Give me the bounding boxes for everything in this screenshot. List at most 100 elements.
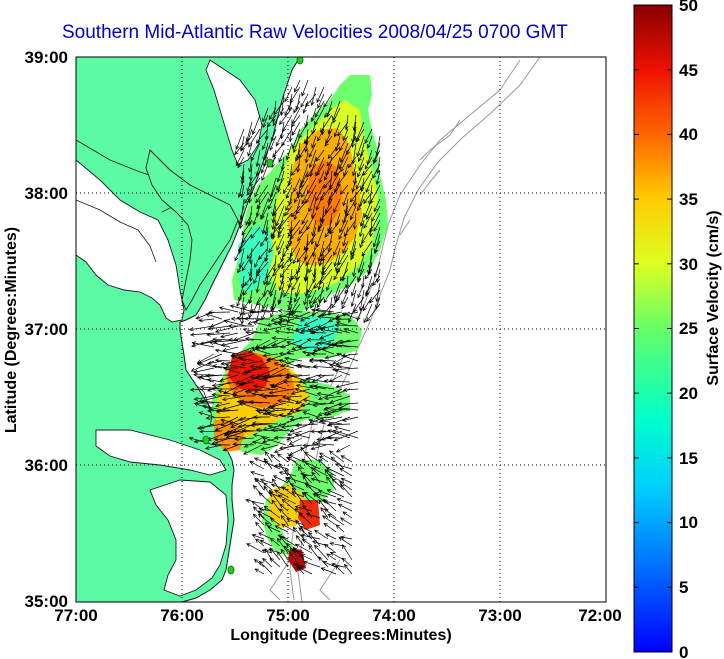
velocity-arrow xyxy=(319,268,333,285)
velocity-arrow xyxy=(317,93,325,109)
velocity-arrow xyxy=(277,308,303,313)
velocity-arrow xyxy=(341,312,359,320)
velocity-arrow xyxy=(284,356,303,362)
velocity-arrow xyxy=(335,360,351,366)
velocity-arrow xyxy=(214,348,239,355)
velocity-arrow xyxy=(270,303,277,319)
velocity-arrow xyxy=(254,568,265,575)
velocity-arrow xyxy=(268,489,281,505)
velocity-arrow xyxy=(262,268,269,286)
velocity-arrow xyxy=(286,518,305,526)
velocity-arrow xyxy=(270,343,287,348)
velocity-arrow xyxy=(301,79,309,97)
velocity-arrow xyxy=(261,163,269,182)
x-axis-label: Longitude (Degrees:Minutes) xyxy=(230,627,451,644)
velocity-arrow xyxy=(320,507,329,519)
map-plot-area xyxy=(75,56,607,603)
velocity-arrow xyxy=(278,314,303,320)
velocity-arrow xyxy=(302,538,313,547)
velocity-arrow xyxy=(242,367,263,375)
velocity-arrow xyxy=(262,557,273,568)
velocity-arrow xyxy=(326,435,343,440)
colorbar-tick-label: 35 xyxy=(679,190,698,209)
velocity-arrow xyxy=(358,156,365,172)
velocity-arrow xyxy=(252,296,261,315)
velocity-arrow xyxy=(323,93,333,108)
velocity-arrow xyxy=(325,275,333,292)
velocity-arrow xyxy=(251,114,261,136)
velocity-arrow xyxy=(365,282,373,296)
colorbar-label: Surface Velocity (cm/s) xyxy=(705,210,722,385)
velocity-arrow xyxy=(310,351,327,356)
velocity-arrow xyxy=(332,107,341,124)
velocity-arrow xyxy=(333,240,341,257)
velocity-arrow xyxy=(204,444,223,450)
velocity-arrow xyxy=(223,432,247,439)
velocity-arrow xyxy=(278,212,293,231)
velocity-arrow xyxy=(278,359,303,369)
velocity-arrow xyxy=(238,381,255,387)
velocity-arrow xyxy=(215,402,231,408)
velocity-arrow xyxy=(357,198,365,212)
velocity-arrow xyxy=(325,156,333,177)
velocity-arrow xyxy=(251,440,271,446)
velocity-arrow xyxy=(286,409,303,416)
velocity-arrow xyxy=(339,517,353,526)
velocity-arrow xyxy=(254,477,265,491)
velocity-arrow xyxy=(329,551,345,561)
velocity-arrow xyxy=(374,240,381,254)
velocity-arrow xyxy=(297,466,305,477)
velocity-arrow xyxy=(290,388,311,396)
velocity-arrow xyxy=(303,289,309,306)
velocity-arrow xyxy=(252,506,265,519)
velocity-arrow xyxy=(277,551,289,568)
velocity-arrow xyxy=(324,135,333,147)
velocity-arrow xyxy=(223,319,247,327)
velocity-arrow xyxy=(269,383,287,390)
velocity-arrow xyxy=(363,212,373,229)
velocity-arrow xyxy=(271,212,277,231)
velocity-arrow xyxy=(208,340,231,348)
velocity-arrow xyxy=(318,359,343,369)
velocity-arrow xyxy=(270,428,295,433)
velocity-arrow xyxy=(222,346,239,352)
velocity-arrow xyxy=(306,212,317,231)
velocity-arrow xyxy=(191,341,215,348)
velocity-arrow xyxy=(306,163,317,178)
velocity-arrow xyxy=(271,478,281,491)
velocity-arrow xyxy=(260,233,269,247)
velocity-arrow xyxy=(314,100,325,118)
colorbar-tick-label: 45 xyxy=(679,61,698,80)
velocity-arrow xyxy=(335,565,345,575)
velocity-arrow xyxy=(308,149,317,169)
velocity-arrow xyxy=(355,170,365,190)
velocity-arrow xyxy=(237,282,245,302)
velocity-arrow xyxy=(347,156,357,169)
velocity-arrow xyxy=(246,543,265,554)
velocity-arrow xyxy=(303,474,313,484)
velocity-arrow xyxy=(288,121,293,143)
velocity-arrow xyxy=(323,395,343,401)
velocity-arrow xyxy=(340,156,349,173)
velocity-arrow xyxy=(323,177,333,189)
velocity-arrow xyxy=(294,433,311,439)
velocity-arrow xyxy=(320,567,337,575)
velocity-arrow xyxy=(227,323,254,329)
velocity-arrow xyxy=(221,395,247,402)
velocity-arrow xyxy=(218,306,239,313)
velocity-arrow xyxy=(298,121,309,139)
velocity-arrow xyxy=(237,423,263,429)
velocity-arrow xyxy=(215,409,239,414)
velocity-arrow xyxy=(232,393,255,398)
velocity-arrow xyxy=(339,142,349,164)
velocity-arrow xyxy=(324,533,337,540)
velocity-arrow xyxy=(230,354,247,362)
plot-frame xyxy=(75,56,607,603)
velocity-arrow xyxy=(316,296,325,309)
velocity-arrow xyxy=(300,533,321,540)
velocity-arrow xyxy=(255,427,279,432)
velocity-arrow xyxy=(276,453,289,463)
velocity-arrow xyxy=(284,468,297,484)
velocity-arrow xyxy=(296,184,301,199)
velocity-arrow xyxy=(303,128,317,144)
